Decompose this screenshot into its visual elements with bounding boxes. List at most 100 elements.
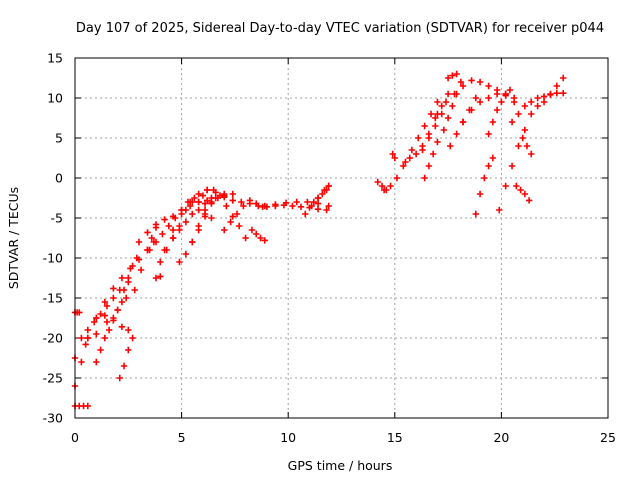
data-point: [393, 174, 401, 182]
data-point: [415, 134, 422, 142]
series-arc-20: [221, 197, 266, 234]
data-point: [221, 190, 228, 198]
data-point: [459, 118, 467, 126]
data-point: [101, 334, 109, 342]
data-point: [540, 93, 548, 100]
data-point: [434, 98, 441, 106]
data-point: [485, 94, 492, 102]
data-point: [540, 98, 548, 106]
data-point: [528, 150, 535, 158]
data-point: [525, 197, 533, 204]
data-point: [293, 198, 300, 206]
data-point: [429, 150, 437, 158]
data-point: [152, 274, 160, 282]
data-point: [116, 374, 123, 382]
data-point: [122, 294, 130, 302]
y-tick-label: -5: [51, 211, 63, 226]
data-point: [101, 298, 109, 306]
data-point: [261, 237, 268, 244]
y-tick-label: 0: [55, 171, 63, 186]
data-point: [314, 194, 322, 202]
data-point: [248, 226, 256, 234]
data-point: [476, 98, 484, 106]
data-point: [438, 102, 445, 110]
data-point: [325, 182, 332, 190]
data-point: [453, 70, 460, 78]
data-point: [304, 198, 311, 206]
data-point: [498, 98, 505, 106]
series-arc-30: [421, 138, 441, 182]
data-point: [472, 210, 480, 218]
data-point: [101, 312, 109, 319]
data-point: [444, 74, 452, 82]
data-point: [308, 202, 315, 210]
data-point: [114, 306, 121, 314]
data-point: [425, 130, 433, 138]
data-point: [421, 174, 428, 182]
series-arc-12: [146, 192, 207, 254]
data-point: [560, 90, 567, 97]
data-point: [534, 94, 541, 102]
data-point: [457, 78, 465, 86]
data-point: [210, 186, 217, 194]
data-point: [103, 302, 111, 310]
data-point: [493, 106, 501, 114]
series-arc-16: [169, 198, 215, 242]
data-points: [71, 70, 567, 410]
data-point: [432, 122, 439, 130]
data-point: [496, 206, 503, 214]
data-point: [182, 206, 190, 214]
series-arc-28: [402, 98, 441, 166]
series-arc-09: [120, 254, 141, 294]
data-point: [229, 213, 236, 220]
data-point: [297, 203, 305, 210]
data-point: [485, 82, 492, 90]
data-point: [176, 258, 183, 266]
data-point: [165, 222, 173, 230]
data-point: [191, 194, 198, 202]
data-point: [105, 326, 113, 334]
data-point: [314, 206, 322, 213]
series-arc-37: [485, 86, 514, 138]
data-point: [161, 246, 168, 254]
x-tick-label: 25: [600, 430, 616, 445]
data-point: [468, 77, 475, 84]
data-point: [419, 146, 426, 154]
data-point: [412, 150, 420, 158]
data-point: [560, 74, 567, 82]
data-point: [157, 258, 164, 266]
data-point: [434, 110, 441, 118]
data-point: [502, 90, 509, 98]
data-point: [137, 266, 145, 274]
series-arc-29: [419, 90, 452, 154]
data-point: [442, 98, 450, 106]
x-tick-label: 20: [493, 430, 509, 445]
data-point: [485, 130, 492, 138]
data-point: [489, 154, 497, 162]
y-tick-label: -10: [43, 251, 63, 266]
data-point: [323, 186, 330, 194]
data-point: [120, 362, 128, 370]
data-point: [195, 222, 202, 230]
data-point: [238, 198, 245, 206]
data-point: [521, 190, 529, 198]
data-point: [485, 162, 492, 170]
data-point: [325, 202, 332, 210]
data-point: [178, 210, 185, 218]
data-point: [547, 91, 554, 98]
data-point: [449, 72, 456, 79]
data-point: [323, 206, 330, 214]
series-arc-22: [261, 198, 332, 210]
data-point: [515, 142, 522, 150]
series-arc-08: [116, 334, 136, 382]
x-tick-label: 0: [71, 430, 79, 445]
data-point: [468, 106, 475, 114]
data-point: [189, 198, 196, 206]
data-point: [519, 134, 526, 142]
data-point: [201, 210, 209, 218]
data-point: [118, 323, 126, 330]
data-point: [176, 222, 183, 230]
data-point: [195, 198, 202, 206]
data-point: [374, 178, 381, 186]
data-point: [110, 314, 117, 322]
